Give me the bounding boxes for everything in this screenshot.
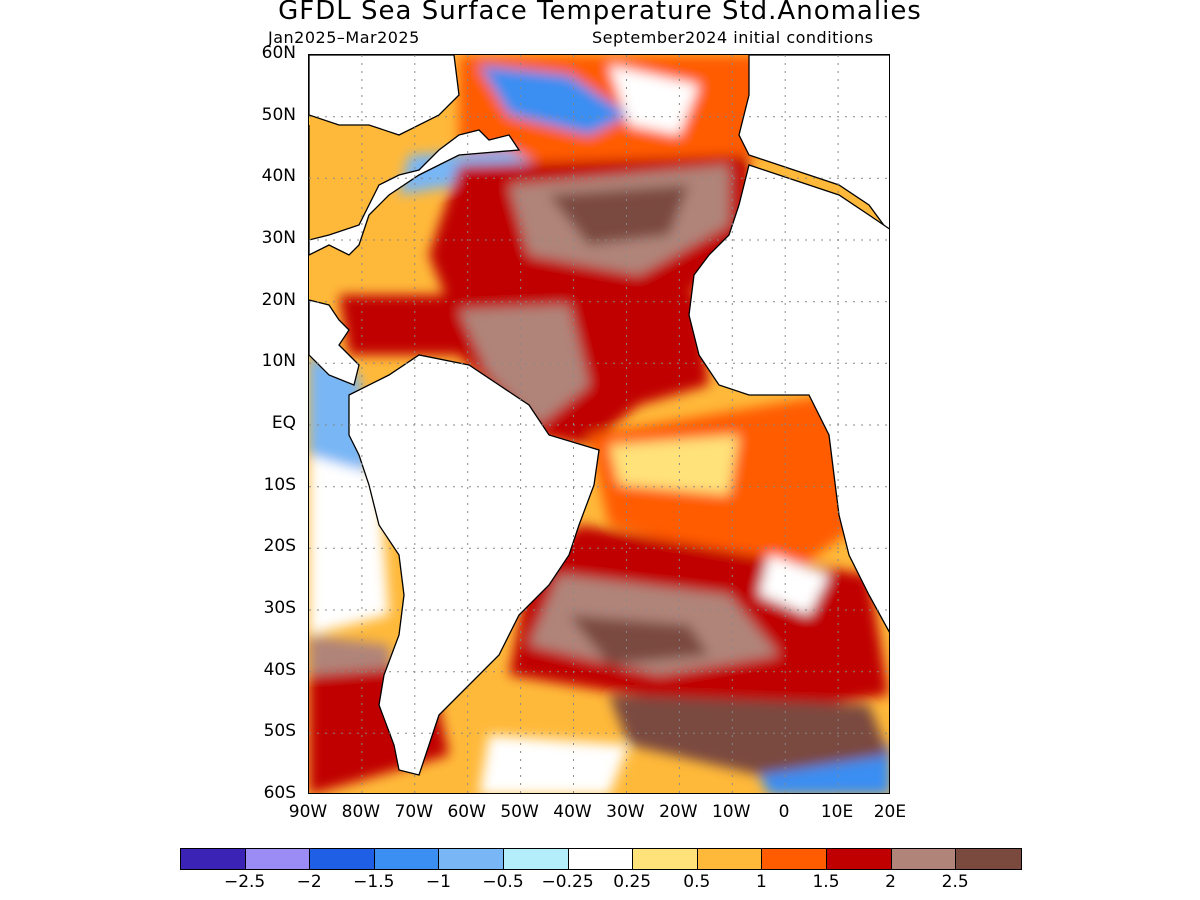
colorbar-swatch — [503, 849, 569, 869]
europe-land — [738, 55, 889, 234]
colorbar-swatch — [826, 849, 892, 869]
field-southeast-white — [759, 555, 829, 615]
colorbar-swatch — [956, 849, 1021, 869]
sst-anomaly-map — [308, 54, 890, 794]
colorbar-label: 1.5 — [812, 872, 840, 892]
latitude-label: 50N — [261, 104, 296, 125]
latitude-label: 40N — [261, 166, 296, 187]
latitude-label: 60S — [263, 783, 296, 804]
longitude-label: 70W — [394, 802, 434, 822]
latitude-label: 20S — [263, 536, 296, 557]
latitude-label: 20N — [261, 289, 296, 310]
latitude-label: 40S — [263, 659, 296, 680]
colorbar-swatch — [891, 849, 957, 869]
colorbar-label: 0.5 — [683, 872, 711, 892]
latitude-label: 60N — [261, 43, 296, 63]
colorbar-swatch — [633, 849, 698, 869]
longitude-label: 40W — [553, 802, 592, 822]
latitude-label: 30S — [263, 598, 296, 619]
colorbar-label: −0.25 — [541, 872, 594, 892]
field-northeast-white — [609, 65, 699, 135]
latitude-label: EQ — [271, 413, 296, 434]
colorbar-swatch — [568, 849, 634, 869]
colorbar-swatch — [245, 849, 311, 869]
colorbar-swatch — [181, 849, 246, 869]
south-america-land — [348, 354, 600, 776]
longitude-label: 50W — [500, 802, 539, 822]
field-southern-white — [479, 735, 629, 793]
longitude-label: 60W — [447, 802, 486, 822]
colorbar-label: −0.5 — [482, 872, 524, 892]
field-pacific-white — [309, 455, 389, 635]
map-field — [309, 55, 889, 793]
colorbar-label: 0.25 — [613, 872, 652, 892]
graticule — [309, 55, 889, 793]
colorbar-label: 2.5 — [941, 872, 969, 892]
forecast-period: Jan2025–Mar2025 — [268, 28, 420, 47]
initial-conditions: September2024 initial conditions — [592, 28, 874, 47]
colorbar-label: −2 — [296, 872, 322, 892]
colorbar-label: 2 — [885, 872, 897, 892]
longitude-label: 90W — [288, 802, 328, 822]
colorbar-label: −2.5 — [223, 872, 266, 892]
africa-land — [688, 164, 889, 633]
field-subtropical-dark — [549, 185, 689, 245]
latitude-label: 10N — [261, 351, 296, 372]
latitude-label: 50S — [263, 721, 296, 742]
longitude-label: 30W — [606, 802, 645, 822]
latitude-label: 30N — [261, 228, 296, 248]
colorbar-swatch — [310, 849, 375, 869]
colorbar-swatch — [697, 849, 763, 869]
colorbar — [180, 848, 1022, 870]
longitude-label: 20W — [659, 802, 698, 822]
longitude-label: 20E — [873, 802, 907, 822]
longitude-label: 0 — [778, 802, 790, 822]
colorbar-label: 1 — [755, 872, 767, 892]
longitude-label: 10E — [820, 802, 854, 822]
central-america-land — [309, 299, 360, 386]
longitude-label: 10W — [711, 802, 751, 822]
field-labrador-cold — [479, 65, 629, 135]
colorbar-swatch — [374, 849, 440, 869]
map-title: GFDL Sea Surface Temperature Std.Anomali… — [278, 0, 922, 26]
field-tropical-brown — [459, 305, 589, 425]
field-southern-dark — [609, 695, 889, 775]
colorbar-label: −1.5 — [353, 872, 395, 892]
field-south-dark — [569, 615, 709, 665]
colorbar-label: −1 — [425, 872, 451, 892]
colorbar-swatch — [762, 849, 827, 869]
longitude-label: 80W — [341, 802, 381, 822]
field-equatorial-yellow — [609, 435, 739, 495]
colorbar-swatch — [439, 849, 504, 869]
latitude-label: 10S — [263, 474, 296, 495]
